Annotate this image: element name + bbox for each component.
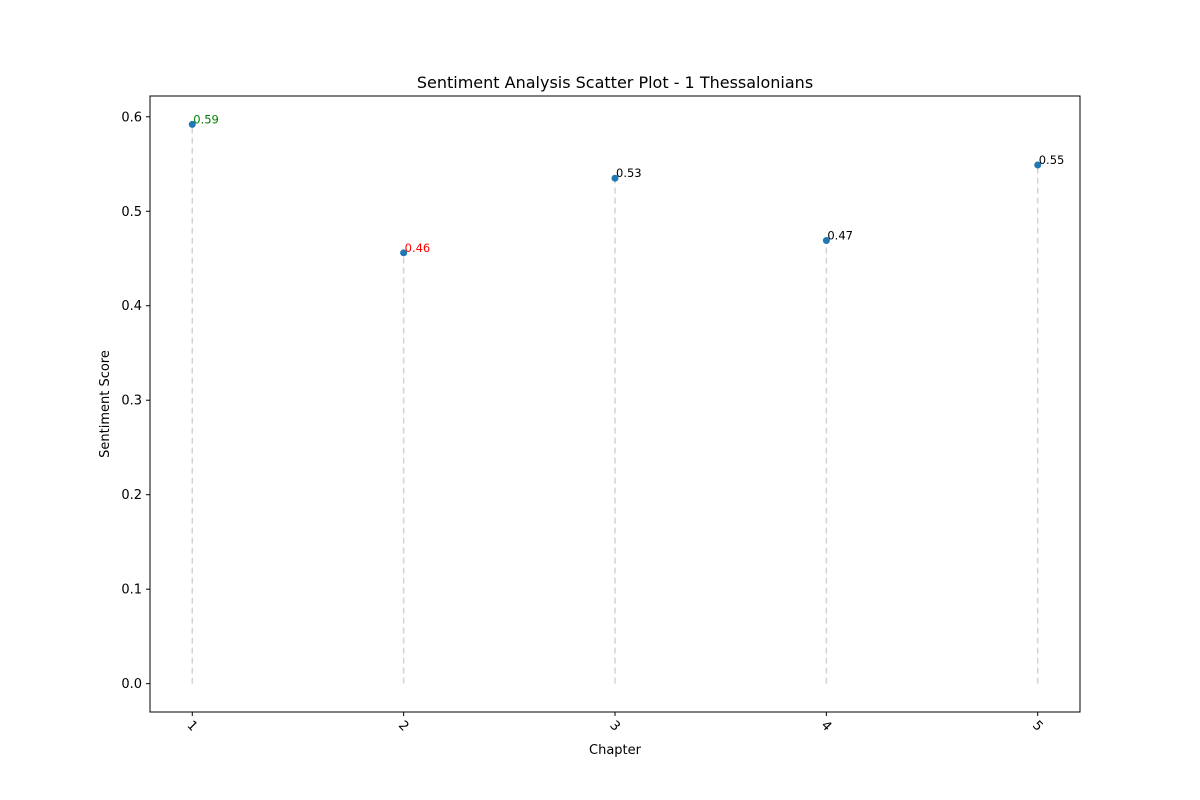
y-axis-label: Sentiment Score	[98, 350, 113, 458]
data-label: 0.46	[405, 241, 431, 255]
x-tick-label: 5	[1029, 718, 1045, 734]
x-tick-label: 3	[606, 718, 622, 734]
x-axis: 1 2 3 4 5	[184, 712, 1046, 735]
y-axis: 0.0 0.1 0.2 0.3 0.4 0.5 0.6	[121, 110, 150, 692]
y-tick-label: 0.0	[121, 677, 142, 692]
x-tick-label: 4	[818, 718, 834, 734]
y-tick-label: 0.4	[121, 299, 142, 314]
data-point	[611, 174, 619, 182]
data-point	[400, 249, 408, 257]
y-tick-label: 0.2	[121, 488, 142, 503]
data-point	[822, 237, 830, 245]
data-label: 0.55	[1039, 153, 1065, 167]
y-tick-label: 0.6	[121, 110, 142, 125]
y-tick-label: 0.3	[121, 394, 142, 409]
y-tick-label: 0.5	[121, 205, 142, 220]
data-label: 0.53	[616, 166, 642, 180]
plot-area: 0.59 0.46 0.53 0.47 0.55	[188, 112, 1065, 684]
x-tick-label: 1	[184, 718, 200, 734]
data-point	[1034, 161, 1042, 169]
data-point	[188, 120, 196, 128]
x-tick-label: 2	[395, 718, 411, 734]
y-tick-label: 0.1	[121, 583, 142, 598]
chart-title: Sentiment Analysis Scatter Plot - 1 Thes…	[417, 73, 813, 92]
x-axis-label: Chapter	[589, 743, 642, 758]
data-label: 0.47	[827, 229, 853, 243]
data-label: 0.59	[193, 112, 219, 126]
